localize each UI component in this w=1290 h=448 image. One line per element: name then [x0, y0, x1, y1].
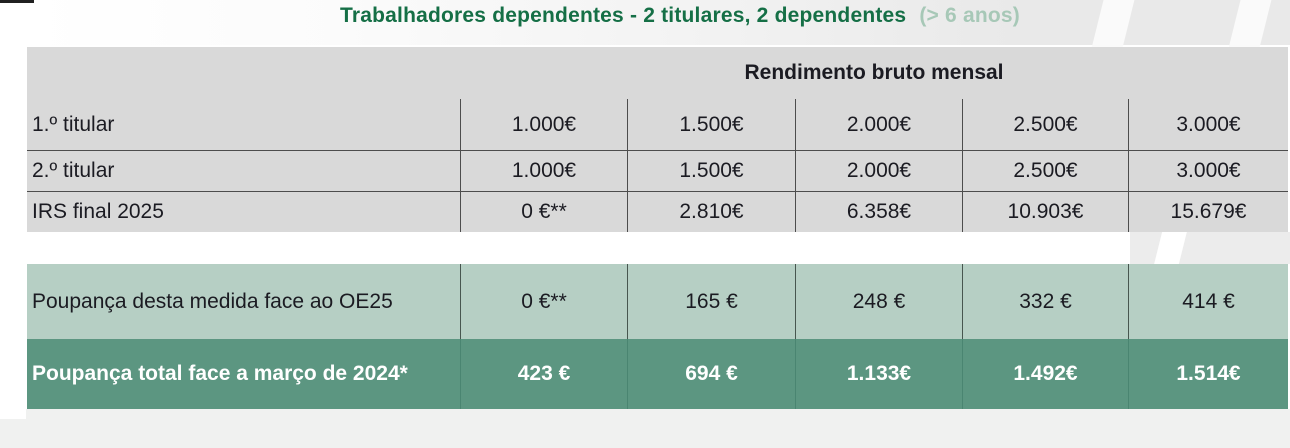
income-table: Rendimento bruto mensal 1.º titular 1.00… [27, 47, 1288, 232]
cell-value: 694 € [627, 339, 795, 409]
cell-value: 1.133€ [795, 339, 962, 409]
page-title-main: Trabalhadores dependentes - 2 titulares,… [340, 4, 907, 27]
background-gap-band [1130, 232, 1290, 264]
savings-measure-row: Poupança desta medida face ao OE25 0 €**… [27, 264, 1288, 339]
cell-value: 1.500€ [627, 99, 795, 150]
cell-value: 3.000€ [1128, 99, 1288, 150]
page-title: Trabalhadores dependentes - 2 titulares,… [60, 4, 1290, 28]
cell-value: 1.492€ [962, 339, 1128, 409]
cell-value: 2.500€ [962, 99, 1128, 150]
cell-value: 0 €** [460, 264, 627, 339]
cell-value: 1.500€ [627, 151, 795, 191]
savings-total-row: Poupança total face a março de 2024* 423… [27, 339, 1288, 409]
top-left-crop-mark [0, 0, 34, 3]
table-row-titular-2: 2.º titular 1.000€ 1.500€ 2.000€ 2.500€ … [27, 150, 1288, 191]
background-stripe [1151, 232, 1189, 264]
cell-value: 2.000€ [795, 99, 962, 150]
page-title-suffix: (> 6 anos) [919, 4, 1020, 27]
cell-value: 165 € [627, 264, 795, 339]
row-label: IRS final 2025 [32, 200, 164, 223]
cell-value: 423 € [460, 339, 627, 409]
cell-value: 1.000€ [460, 151, 627, 191]
cell-value: 2.500€ [962, 151, 1128, 191]
income-table-header-row: Rendimento bruto mensal [27, 47, 1288, 99]
cell-value: 15.679€ [1128, 192, 1288, 232]
cell-value: 6.358€ [795, 192, 962, 232]
table-row-irs-final-2025: IRS final 2025 0 €** 2.810€ 6.358€ 10.90… [27, 191, 1288, 232]
cell-value: 2.000€ [795, 151, 962, 191]
column-group-header: Rendimento bruto mensal [744, 61, 1004, 84]
background-top-band [30, 0, 1290, 45]
row-label: 1.º titular [32, 112, 115, 136]
cell-value: 3.000€ [1128, 151, 1288, 191]
cell-value: 0 €** [460, 192, 627, 232]
cell-value: 414 € [1128, 264, 1288, 339]
background-bottom-notch [0, 409, 26, 419]
cell-value: 10.903€ [962, 192, 1128, 232]
background-bottom-band [0, 409, 1290, 448]
cell-value: 1.000€ [460, 99, 627, 150]
cell-value: 248 € [795, 264, 962, 339]
row-label: 2.º titular [32, 159, 115, 182]
row-label: Poupança total face a março de 2024* [32, 362, 408, 385]
cell-value: 2.810€ [627, 192, 795, 232]
cell-value: 1.514€ [1128, 339, 1288, 409]
cell-value: 332 € [962, 264, 1128, 339]
table-row-titular-1: 1.º titular 1.000€ 1.500€ 2.000€ 2.500€ … [27, 99, 1288, 150]
row-label: Poupança desta medida face ao OE25 [32, 289, 393, 313]
